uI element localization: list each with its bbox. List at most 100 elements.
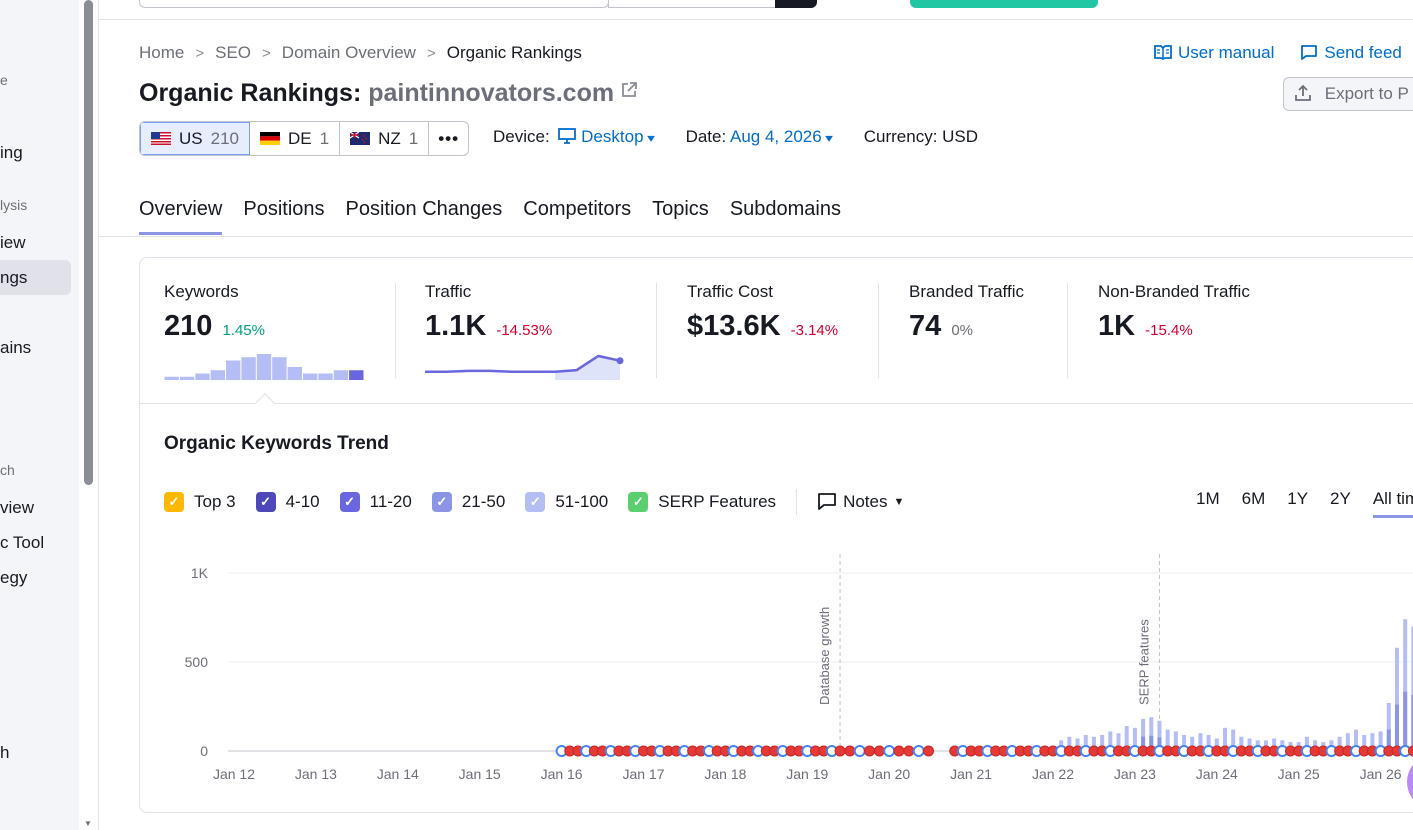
database-tab-de[interactable]: DE 1 — [250, 122, 341, 155]
sidebar-item[interactable]: iew — [0, 233, 26, 252]
sidebar-item-active[interactable]: ngs — [0, 268, 28, 287]
sidebar-item[interactable]: ing — [0, 143, 23, 162]
x-tick-label: Jan 19 — [786, 766, 828, 782]
keywords-bar — [1411, 626, 1413, 751]
sidebar-scrollbar[interactable]: ▼ — [79, 0, 99, 830]
top-search-bar — [99, 0, 1413, 20]
algorithm-update-marker — [834, 745, 846, 757]
breadcrumb-seo[interactable]: SEO — [215, 43, 252, 62]
period-6m[interactable]: 6M — [1241, 489, 1266, 508]
scroll-down-arrow-icon[interactable]: ▼ — [84, 819, 92, 828]
kpi-value: $13.6K — [687, 310, 781, 342]
tabs-divider — [99, 236, 1413, 237]
sidebar-item[interactable]: ains — [0, 338, 32, 357]
search-button[interactable] — [775, 0, 817, 8]
kpi-value: 1.1K — [425, 310, 487, 342]
keywords-bar — [1108, 731, 1113, 751]
legend-21-50[interactable]: ✓ 21-50 — [431, 492, 505, 512]
user-manual-link[interactable]: User manual — [1154, 43, 1274, 63]
breadcrumb-home[interactable]: Home — [139, 43, 185, 62]
send-feedback-link[interactable]: Send feed — [1300, 43, 1402, 63]
sidebar-item[interactable]: h — [0, 743, 10, 762]
scrollbar-thumb[interactable] — [84, 0, 93, 485]
database-count: 1 — [408, 128, 419, 148]
legend-top3[interactable]: ✓ Top 3 — [164, 492, 236, 512]
checkbox-icon[interactable]: ✓ — [431, 492, 452, 512]
legend-11-20[interactable]: ✓ 11-20 — [339, 492, 412, 512]
keywords-bar-segment — [1403, 691, 1408, 751]
search-database-select[interactable] — [608, 0, 776, 8]
keywords-bar — [1157, 720, 1162, 751]
date-filter[interactable]: Date: Aug 4, 2026 ▾ — [686, 127, 833, 147]
legend-label: 4-10 — [285, 492, 320, 511]
keywords-bar-segment — [1149, 735, 1154, 751]
kpi-delta: 0% — [951, 322, 974, 339]
x-tick-label: Jan 16 — [541, 766, 583, 782]
legend-serp-features[interactable]: ✓ SERP Features — [628, 492, 776, 512]
kpi-value: 1K — [1098, 310, 1136, 342]
sparkline-line — [425, 354, 621, 373]
sidebar-item[interactable]: view — [0, 498, 35, 517]
cta-button[interactable] — [910, 0, 1098, 8]
database-count: 1 — [319, 128, 330, 148]
legend-label: Top 3 — [194, 492, 236, 511]
sidebar-item[interactable]: egy — [0, 568, 28, 587]
tab-positions[interactable]: Positions — [243, 198, 325, 220]
tab-subdomains[interactable]: Subdomains — [729, 198, 841, 220]
date-value: Aug 4, 2026 — [730, 127, 822, 146]
checkbox-icon[interactable]: ✓ — [339, 492, 360, 512]
period-1m[interactable]: 1M — [1196, 489, 1220, 508]
checkbox-icon[interactable]: ✓ — [255, 492, 276, 512]
annotation-label: SERP features — [1136, 619, 1151, 705]
checkbox-icon[interactable]: ✓ — [164, 492, 184, 512]
kpi-delta: 1.45% — [222, 322, 265, 339]
legend-4-10[interactable]: ✓ 4-10 — [255, 492, 320, 512]
keywords-bar — [1239, 736, 1244, 751]
period-2y[interactable]: 2Y — [1330, 489, 1351, 508]
tab-position-changes[interactable]: Position Changes — [345, 198, 503, 220]
tab-competitors[interactable]: Competitors — [523, 198, 632, 220]
database-tab-us[interactable]: US 210 — [140, 122, 250, 155]
keywords-bar — [1345, 733, 1350, 751]
domain-name[interactable]: paintinnovators.com — [368, 79, 615, 107]
sparkline-end-point — [616, 357, 624, 365]
notes-label: Notes — [843, 492, 888, 511]
period-selector: 1M 6M 1Y 2Y All tim — [1196, 489, 1413, 518]
keywords-sparkline — [164, 354, 364, 380]
kpi-traffic-cost[interactable]: Traffic Cost $13.6K -3.14% — [687, 282, 838, 343]
kpi-keywords[interactable]: Keywords 210 1.45% — [164, 282, 265, 343]
search-input[interactable] — [139, 0, 609, 8]
device-value: Desktop — [581, 127, 644, 146]
more-databases-button[interactable]: ••• — [438, 128, 460, 148]
keywords-bar — [1394, 647, 1399, 751]
export-button[interactable]: Export to P — [1283, 77, 1413, 111]
kpi-divider — [656, 283, 657, 378]
x-tick-label: Jan 21 — [950, 766, 992, 782]
sidebar-heading: e — [0, 72, 8, 88]
legend-51-100[interactable]: ✓ 51-100 — [525, 492, 608, 512]
sidebar-item[interactable]: c Tool — [0, 533, 45, 552]
kpi-delta: -14.53% — [496, 322, 553, 339]
device-filter[interactable]: Device: Desktop ▾ — [493, 127, 654, 147]
breadcrumb-domain-overview[interactable]: Domain Overview — [281, 43, 416, 62]
tab-topics[interactable]: Topics — [652, 198, 709, 220]
kpi-traffic[interactable]: Traffic 1.1K -14.53% — [425, 282, 552, 343]
kpi-non-branded-traffic[interactable]: Non-Branded Traffic 1K -15.4% — [1098, 282, 1250, 343]
kpi-label: Keywords — [164, 282, 239, 301]
database-tab-nz[interactable]: NZ 1 — [340, 122, 430, 155]
external-link-icon[interactable] — [620, 81, 638, 104]
notes-dropdown[interactable]: Notes ▼ — [817, 492, 904, 512]
chat-bubble-button[interactable] — [1407, 758, 1413, 806]
keywords-bar-segment — [1411, 694, 1413, 751]
checkbox-icon[interactable]: ✓ — [628, 492, 649, 512]
algorithm-update-marker — [853, 745, 866, 757]
kpi-value: 210 — [164, 310, 213, 342]
keywords-bar — [1337, 736, 1342, 751]
checkbox-icon[interactable]: ✓ — [525, 492, 546, 512]
period-all-time[interactable]: All tim — [1372, 489, 1413, 518]
period-1y[interactable]: 1Y — [1287, 489, 1309, 508]
kpi-branded-traffic[interactable]: Branded Traffic 74 0% — [909, 282, 1024, 343]
header-links: User manual Send feed — [1154, 43, 1402, 63]
kpi-delta: -15.4% — [1145, 322, 1193, 339]
tab-overview[interactable]: Overview — [139, 198, 223, 235]
